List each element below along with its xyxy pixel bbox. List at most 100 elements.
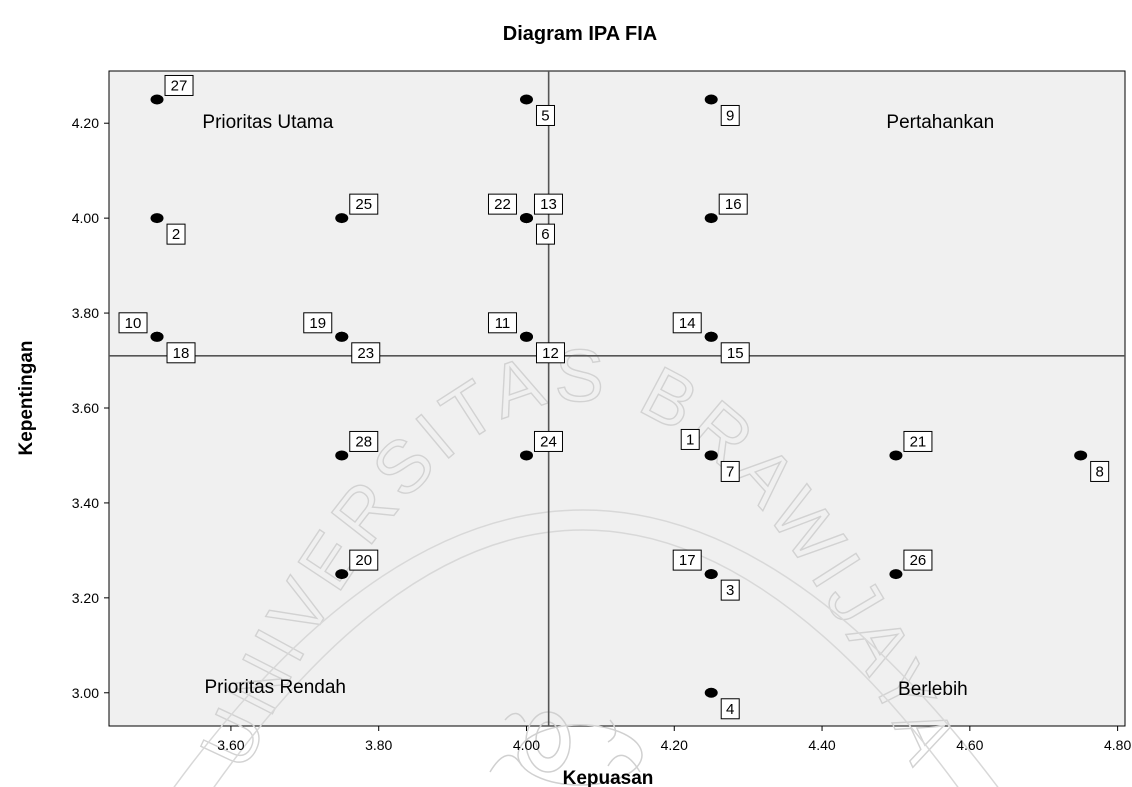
x-tick-label: 4.60 xyxy=(956,737,983,753)
watermark-arch xyxy=(213,529,959,787)
point-label: 5 xyxy=(541,107,549,124)
point-label-box xyxy=(349,549,379,571)
x-tick-label: 4.40 xyxy=(808,737,835,753)
point-label-box xyxy=(720,698,740,720)
x-tick-label: 4.80 xyxy=(1104,737,1131,753)
data-point xyxy=(519,213,533,224)
data-point xyxy=(1074,450,1088,461)
point-label: 6 xyxy=(541,226,549,243)
data-point xyxy=(704,213,718,224)
point-label-box xyxy=(166,342,196,364)
reference-lines xyxy=(109,71,1125,726)
point-label: 1 xyxy=(686,431,694,448)
watermark-arch xyxy=(173,509,999,787)
point-label: 26 xyxy=(910,552,927,569)
point-label: 4 xyxy=(726,701,734,718)
data-point xyxy=(889,450,903,461)
point-label: 20 xyxy=(355,552,372,569)
point-label: 9 xyxy=(726,107,734,124)
point-label-box xyxy=(718,193,748,215)
data-point xyxy=(150,213,164,224)
y-tick-label: 3.60 xyxy=(72,400,99,416)
point-label-box xyxy=(535,223,555,245)
point-label: 12 xyxy=(542,345,559,362)
point-label: 23 xyxy=(357,345,374,362)
point-label: 19 xyxy=(309,315,326,332)
point-label-box xyxy=(720,579,740,601)
data-point xyxy=(704,687,718,698)
quadrant-pertahankan: Pertahankan xyxy=(886,112,994,133)
point-label: 22 xyxy=(494,196,511,213)
data-point xyxy=(704,569,718,580)
point-label-box xyxy=(166,223,186,245)
point-label-box xyxy=(349,430,379,452)
point-label: 28 xyxy=(355,433,372,450)
data-point xyxy=(519,450,533,461)
point-label-box xyxy=(351,342,381,364)
data-point xyxy=(704,94,718,105)
data-point xyxy=(335,569,349,580)
point-label: 15 xyxy=(727,345,744,362)
point-label-box xyxy=(672,549,702,571)
point-label-box xyxy=(720,460,740,482)
data-point xyxy=(335,450,349,461)
data-point xyxy=(335,213,349,224)
x-tick-label: 3.80 xyxy=(365,737,392,753)
point-label: 24 xyxy=(540,433,557,450)
point-label: 18 xyxy=(173,345,190,362)
point-label-box xyxy=(903,549,933,571)
y-tick-label: 3.20 xyxy=(72,590,99,606)
point-label-box xyxy=(533,430,563,452)
y-tick-label: 3.80 xyxy=(72,305,99,321)
point-label-box xyxy=(303,312,333,334)
point-label-box xyxy=(533,193,563,215)
plot-area xyxy=(108,70,1126,727)
point-label: 27 xyxy=(171,77,188,94)
x-axis-title: Kepuasan xyxy=(563,768,654,787)
point-label: 17 xyxy=(679,552,696,569)
chart-title: Diagram IPA FIA xyxy=(503,23,657,45)
data-point xyxy=(519,94,533,105)
x-tick-label: 4.20 xyxy=(661,737,688,753)
point-label-box xyxy=(487,312,517,334)
point-label: 21 xyxy=(910,433,927,450)
y-tick-label: 4.00 xyxy=(72,210,99,226)
x-axis: 3.60 3.80 4.00 4.20 4.40 4.60 4.80 xyxy=(217,726,1131,753)
point-label: 3 xyxy=(726,582,734,599)
point-label: 10 xyxy=(125,315,142,332)
quadrant-labels: Prioritas Utama Pertahankan Prioritas Rend… xyxy=(202,112,994,700)
point-label: 16 xyxy=(725,196,742,213)
y-tick-label: 4.20 xyxy=(72,115,99,131)
data-point xyxy=(889,569,903,580)
point-label-box xyxy=(720,104,740,126)
point-label: 25 xyxy=(355,196,372,213)
data-point xyxy=(704,450,718,461)
point-label: 13 xyxy=(540,196,557,213)
quadrant-prioritas-rendah: Prioritas Rendah xyxy=(204,677,346,698)
point-label: 8 xyxy=(1095,463,1103,480)
data-point xyxy=(335,331,349,342)
point-label-box xyxy=(535,104,555,126)
point-label-box xyxy=(487,193,517,215)
y-axis: 3.00 3.20 3.40 3.60 3.80 4.00 4.20 xyxy=(72,115,109,701)
point-label: 7 xyxy=(726,463,734,480)
y-tick-label: 3.00 xyxy=(72,685,99,701)
data-point xyxy=(150,94,164,105)
point-label-box xyxy=(672,312,702,334)
point-label-box xyxy=(118,312,148,334)
data-point xyxy=(704,331,718,342)
point-label-box xyxy=(349,193,379,215)
point-label-box xyxy=(535,342,565,364)
point-label: 2 xyxy=(172,226,180,243)
point-label-box xyxy=(903,430,933,452)
point-label-box xyxy=(1090,460,1110,482)
point-label-box xyxy=(164,74,194,96)
point-label-box xyxy=(720,342,750,364)
point-label-box xyxy=(680,428,700,450)
point-label: 14 xyxy=(679,315,696,332)
x-tick-label: 3.60 xyxy=(217,737,244,753)
y-axis-title: Kepentingan xyxy=(16,340,37,455)
data-point xyxy=(150,331,164,342)
